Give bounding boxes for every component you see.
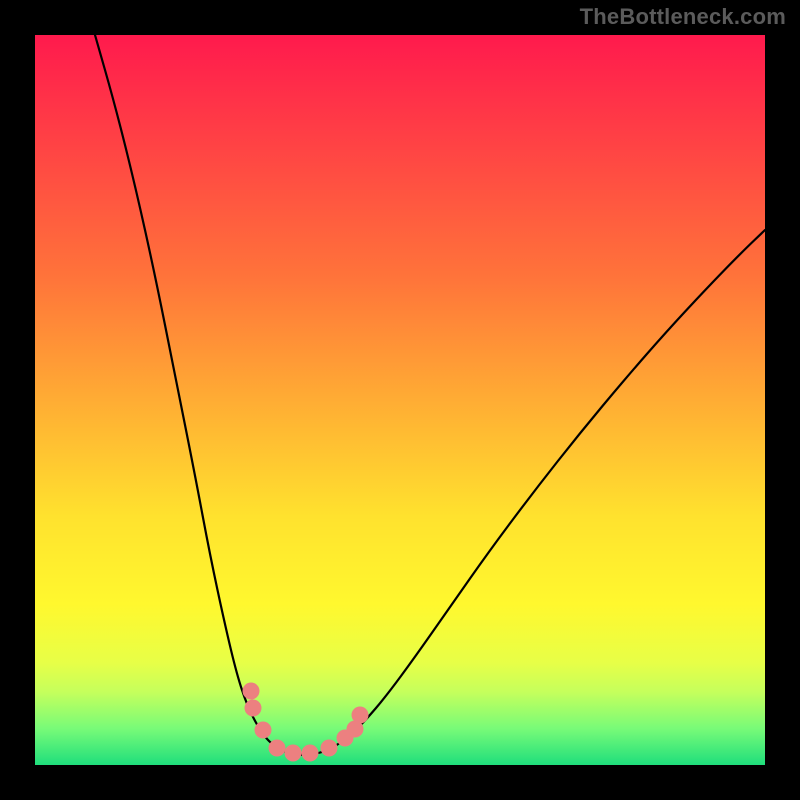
chart-svg xyxy=(35,35,765,765)
watermark-text: TheBottleneck.com xyxy=(580,4,786,30)
marker-dot xyxy=(321,740,338,757)
markers-group xyxy=(243,683,369,762)
marker-dot xyxy=(255,722,272,739)
curve-line xyxy=(95,35,765,755)
marker-dot xyxy=(269,740,286,757)
marker-dot xyxy=(245,700,262,717)
marker-dot xyxy=(352,707,369,724)
marker-dot xyxy=(285,745,302,762)
marker-dot xyxy=(243,683,260,700)
marker-dot xyxy=(302,745,319,762)
plot-area xyxy=(35,35,765,765)
